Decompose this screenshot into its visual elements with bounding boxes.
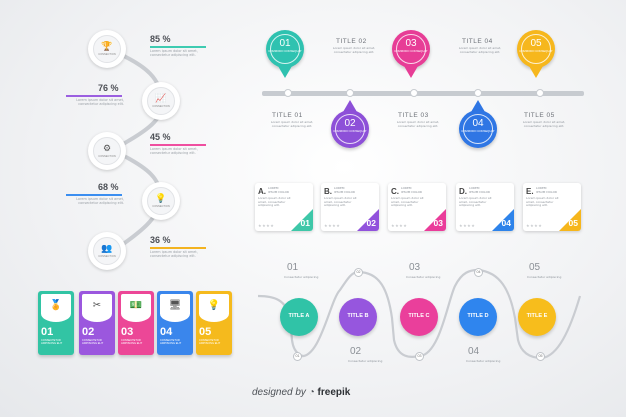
process-ring-4: 💡 CONNECTION [142,182,180,220]
timeline-dot-3 [410,89,418,97]
tab-card-5: 💡 05 CONSECTETUR ADIPISCING ELIT [196,291,232,355]
process-percent-5: 36 % [150,235,171,245]
process-bar-3 [150,144,206,146]
trophy-icon: 🏆 [101,41,113,51]
process-percent-4: 68 % [98,182,119,192]
process-bar-4 [66,194,122,196]
pin-title-5: TITLE 05 [524,112,555,119]
process-percent-2: 76 % [98,83,119,93]
wave-number-5: 05 [529,262,541,273]
process-desc-4: Lorem ipsum dolor sit amet, consectetur … [76,197,124,206]
rating-icon: ★★★★ [526,223,543,228]
process-ring-3: ⚙ CONNECTION [88,132,126,170]
timeline-dot-4 [474,89,482,97]
process-ring-5: 👥 CONNECTION [88,232,126,270]
bulb-icon: 💡 [207,300,221,311]
tools-icon: ✂ [92,300,102,311]
pin-title-2: TITLE 02 [336,38,367,45]
wave-dot-5: 05 [536,352,545,361]
card-c: C. LOREM IPSUM DOLOR Lorem ipsum dolor si… [388,183,446,231]
freepik-logo-icon: ◔ [308,387,315,398]
footer-credit: designed by ◔ freepik [252,387,351,398]
wave-circle-e: TITLE E [518,298,556,336]
wave-dot-3: 03 [415,352,424,361]
wave-number-2: 02 [350,346,362,357]
process-desc-3: Lorem ipsum dolor sit amet, consectetur … [150,147,198,156]
wave-dot-1: 01 [293,352,302,361]
process-bar-5 [150,247,206,249]
process-bar-2 [66,95,122,97]
wave-number-1: 01 [287,262,299,273]
process-desc-5: Lorem ipsum dolor sit amet, consectetur … [150,250,198,259]
wave-circle-a: TITLE A [280,298,318,336]
monitor-icon: 🖥 [168,300,182,311]
wave-circle-b: TITLE B [339,298,377,336]
rating-icon: ★★★★ [459,223,476,228]
award-icon: 🏅 [49,300,63,311]
process-percent-3: 45 % [150,132,171,142]
rating-icon: ★★★★ [391,223,408,228]
timeline-dot-2 [346,89,354,97]
chart-icon: 📈 [155,93,167,103]
wave-circle-c: TITLE C [400,298,438,336]
card-e: E. LOREM IPSUM DOLOR Lorem ipsum dolor si… [523,183,581,231]
card-b: B. LOREM IPSUM DOLOR Lorem ipsum dolor si… [321,183,379,231]
tab-card-3: 💵 03 CONSECTETUR ADIPISCING ELIT [118,291,154,355]
process-bar-1 [150,46,206,48]
process-percent-1: 85 % [150,34,171,44]
process-ring-1: 🏆 CONNECTION [88,30,126,68]
wave-number-3: 03 [409,262,421,273]
timeline-dot-5 [536,89,544,97]
process-desc-1: Lorem ipsum dolor sit amet, consectetur … [150,49,198,58]
timeline-bar [262,91,584,96]
pin-title-3: TITLE 03 [398,112,429,119]
gears-icon: ⚙ [102,143,112,153]
process-desc-2: Lorem ipsum dolor sit amet, consectetur … [76,98,124,107]
timeline-dot-1 [284,89,292,97]
money-icon: 💵 [129,300,143,311]
pin-title-4: TITLE 04 [462,38,493,45]
people-icon: 👥 [101,243,113,253]
rating-icon: ★★★★ [324,223,341,228]
wave-number-4: 04 [468,346,480,357]
lightbulb-icon: 💡 [155,193,167,203]
wave-circle-d: TITLE D [459,298,497,336]
card-a: A. LOREM IPSUM DOLOR Lorem ipsum dolor si… [255,183,313,231]
pin-title-1: TITLE 01 [272,112,303,119]
wave-dot-2: 02 [354,268,363,277]
card-d: D. LOREM IPSUM DOLOR Lorem ipsum dolor si… [456,183,514,231]
tab-card-2: ✂ 02 CONSECTETUR ADIPISCING ELIT [79,291,115,355]
tab-card-1: 🏅 01 CONSECTETUR ADIPISCING ELIT [38,291,74,355]
wave-dot-4: 04 [474,268,483,277]
tab-card-4: 🖥 04 CONSECTETUR ADIPISCING ELIT [157,291,193,355]
rating-icon: ★★★★ [258,223,275,228]
process-ring-2: 📈 CONNECTION [142,82,180,120]
